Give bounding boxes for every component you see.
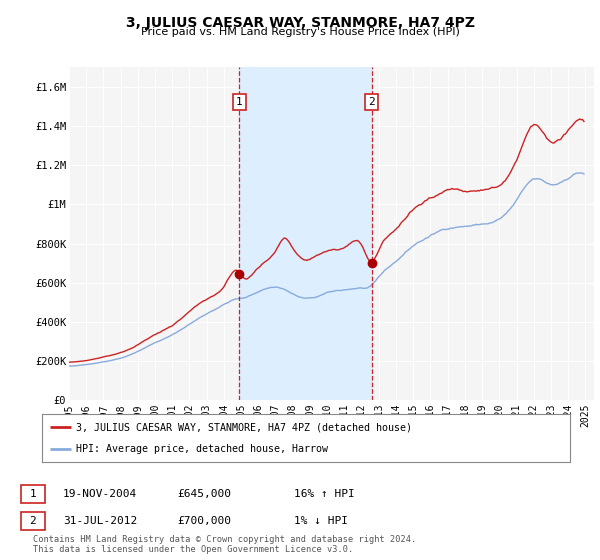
Text: 19-NOV-2004: 19-NOV-2004 bbox=[63, 489, 137, 499]
Text: 3, JULIUS CAESAR WAY, STANMORE, HA7 4PZ (detached house): 3, JULIUS CAESAR WAY, STANMORE, HA7 4PZ … bbox=[76, 422, 412, 432]
Text: 3, JULIUS CAESAR WAY, STANMORE, HA7 4PZ: 3, JULIUS CAESAR WAY, STANMORE, HA7 4PZ bbox=[125, 16, 475, 30]
Text: £645,000: £645,000 bbox=[177, 489, 231, 499]
Text: Price paid vs. HM Land Registry's House Price Index (HPI): Price paid vs. HM Land Registry's House … bbox=[140, 27, 460, 37]
Text: 1% ↓ HPI: 1% ↓ HPI bbox=[294, 516, 348, 526]
Text: HPI: Average price, detached house, Harrow: HPI: Average price, detached house, Harr… bbox=[76, 444, 328, 454]
Bar bbox=[239, 67, 371, 400]
Text: Contains HM Land Registry data © Crown copyright and database right 2024.
This d: Contains HM Land Registry data © Crown c… bbox=[33, 535, 416, 554]
Text: 2: 2 bbox=[29, 516, 37, 526]
Text: 16% ↑ HPI: 16% ↑ HPI bbox=[294, 489, 355, 499]
Text: 2: 2 bbox=[368, 97, 375, 107]
Text: £700,000: £700,000 bbox=[177, 516, 231, 526]
Text: 1: 1 bbox=[236, 97, 243, 107]
Text: 1: 1 bbox=[29, 489, 37, 499]
Text: 31-JUL-2012: 31-JUL-2012 bbox=[63, 516, 137, 526]
